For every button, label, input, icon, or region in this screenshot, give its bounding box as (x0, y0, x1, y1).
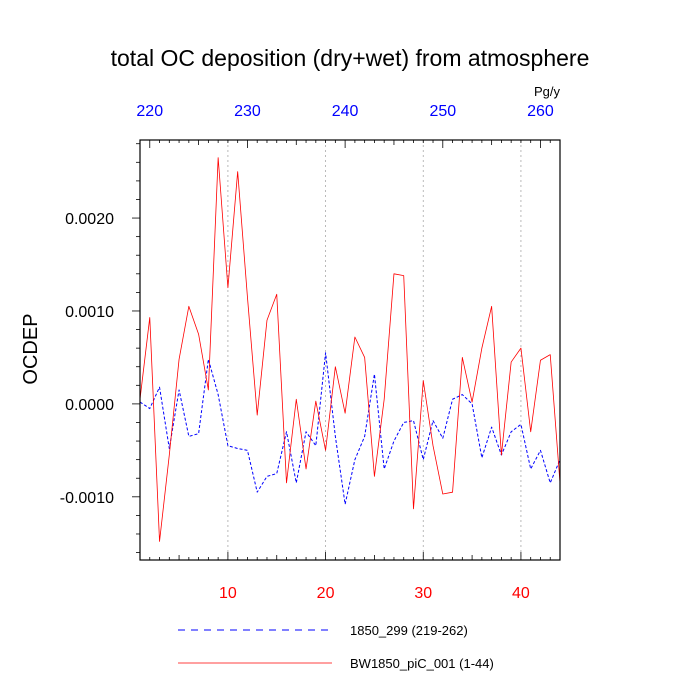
bottom-tick-label-30: 30 (414, 585, 432, 602)
legend: 1850_299 (219-262) BW1850_piC_001 (1-44) (178, 623, 494, 671)
y-tick-label-0: -0.0010 (60, 490, 114, 507)
top-tick-label-250: 250 (429, 103, 456, 120)
bottom-tick-label-10: 10 (219, 585, 237, 602)
units-label: Pg/y (534, 84, 561, 99)
series-layer (139, 157, 561, 542)
legend-label-1850-299: 1850_299 (219-262) (350, 623, 468, 638)
top-tick-label-220: 220 (136, 103, 163, 120)
bottom-tick-label-40: 40 (512, 585, 530, 602)
legend-label-bw1850-pic-001: BW1850_piC_001 (1-44) (350, 656, 494, 671)
bottom-tick-label-20: 20 (317, 585, 335, 602)
series-line-0 (139, 352, 561, 505)
top-tick-label-240: 240 (332, 103, 359, 120)
y-tick-label-3: 0.0020 (65, 211, 114, 228)
top-tick-label-230: 230 (234, 103, 261, 120)
chart-title: total OC deposition (dry+wet) from atmos… (111, 45, 590, 71)
series-line-1 (139, 157, 561, 542)
plot-frame (139, 139, 561, 561)
y-axis-label: OCDEP (20, 313, 42, 384)
y-tick-label-1: 0.0000 (65, 397, 114, 414)
gridlines (227, 140, 522, 560)
top-tick-label-260: 260 (527, 103, 554, 120)
y-tick-label-2: 0.0010 (65, 304, 114, 321)
ticks-layer: 10 20 30 40 220 230 240 250 260 -0.0010 0.0000 0.00… (60, 103, 561, 602)
